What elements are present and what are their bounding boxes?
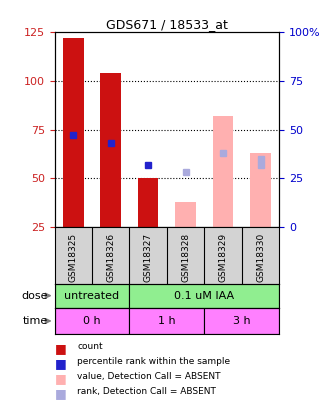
Text: dose: dose xyxy=(22,291,48,301)
Text: 1 h: 1 h xyxy=(158,316,176,326)
Text: ■: ■ xyxy=(55,357,66,370)
Text: count: count xyxy=(77,342,103,351)
Text: 0.1 uM IAA: 0.1 uM IAA xyxy=(174,291,234,301)
Text: rank, Detection Call = ABSENT: rank, Detection Call = ABSENT xyxy=(77,387,216,396)
Text: GSM18327: GSM18327 xyxy=(144,232,153,281)
Bar xyxy=(213,116,233,227)
Text: GSM18325: GSM18325 xyxy=(69,232,78,281)
Text: value, Detection Call = ABSENT: value, Detection Call = ABSENT xyxy=(77,372,221,381)
Text: 3 h: 3 h xyxy=(233,316,251,326)
Text: time: time xyxy=(23,316,48,326)
Bar xyxy=(55,284,129,308)
Bar xyxy=(175,202,196,227)
Bar xyxy=(204,308,279,334)
Bar xyxy=(100,73,121,227)
Text: GSM18329: GSM18329 xyxy=(219,232,228,281)
Bar xyxy=(63,38,83,227)
Bar xyxy=(55,308,129,334)
Bar xyxy=(129,284,279,308)
Text: GSM18326: GSM18326 xyxy=(106,232,115,281)
Title: GDS671 / 18533_at: GDS671 / 18533_at xyxy=(106,18,228,31)
Bar xyxy=(250,153,271,227)
Text: ■: ■ xyxy=(55,372,66,385)
Text: percentile rank within the sample: percentile rank within the sample xyxy=(77,357,230,366)
Text: ■: ■ xyxy=(55,387,66,400)
Text: ■: ■ xyxy=(55,342,66,355)
Text: untreated: untreated xyxy=(65,291,120,301)
Bar xyxy=(129,308,204,334)
Text: 0 h: 0 h xyxy=(83,316,101,326)
Text: GSM18330: GSM18330 xyxy=(256,232,265,282)
Bar xyxy=(138,178,159,227)
Text: GSM18328: GSM18328 xyxy=(181,232,190,281)
